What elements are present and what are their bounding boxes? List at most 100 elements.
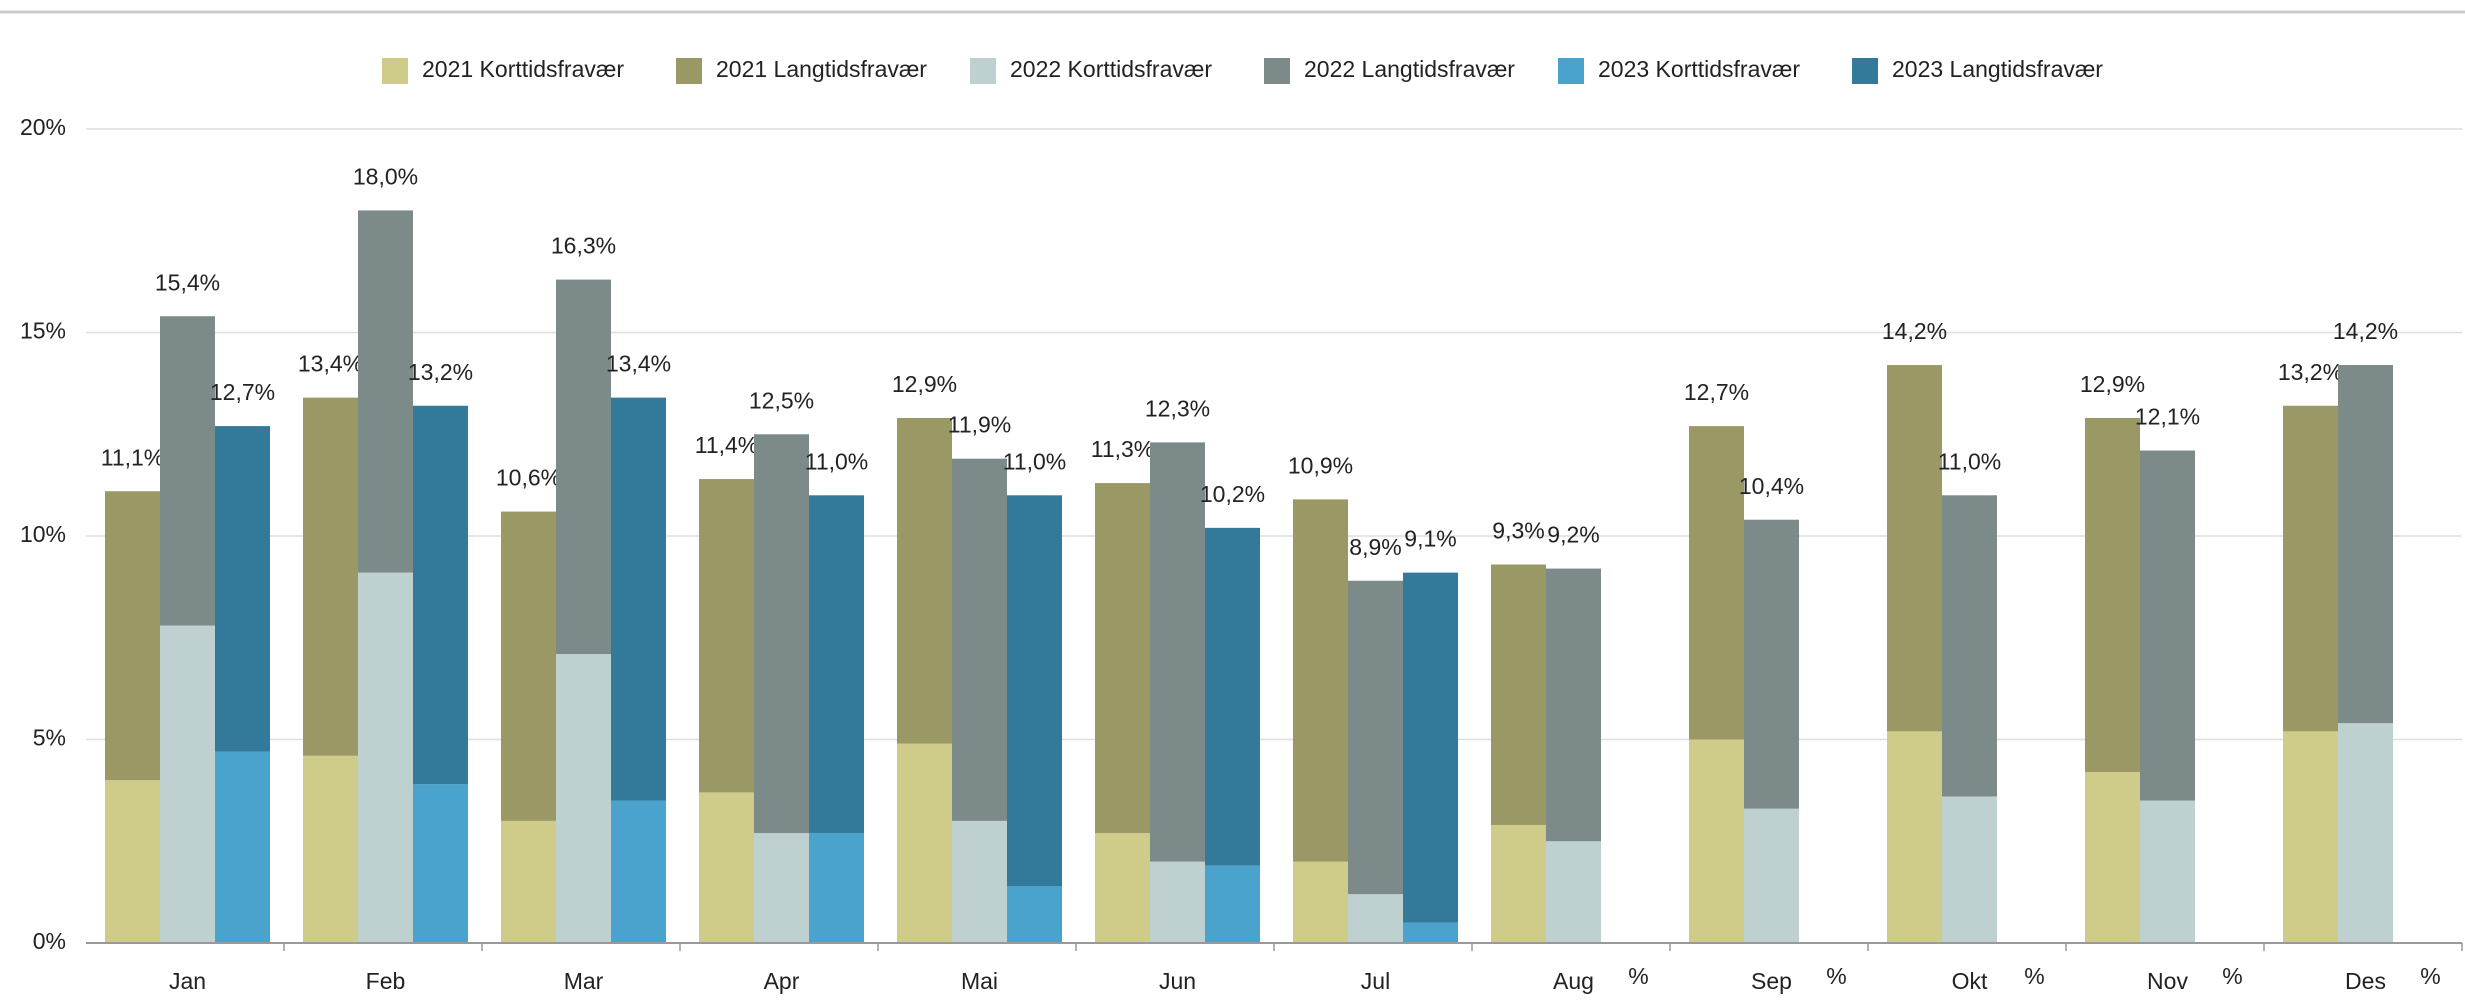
bar-segment [160,316,215,626]
y-tick-label: 20% [20,114,66,140]
total-label: 12,7% [1684,379,1749,405]
total-label: 9,1% [1404,526,1456,552]
total-label: 14,2% [1882,318,1947,344]
bar-segment [215,426,270,752]
bar-segment [897,417,952,744]
bar-segment [611,397,666,801]
legend-label: 2022 Langtidsfravær [1304,56,1515,82]
bar-segment [1491,824,1546,943]
total-label: 10,9% [1288,452,1353,478]
bar-segment [1491,564,1546,825]
total-label: 11,0% [805,448,869,474]
total-label: 10,6% [496,465,561,491]
total-label: 9,2% [1547,522,1599,548]
bar-segment [1546,841,1601,943]
bar-segment [1887,365,1942,732]
x-tick-label: Jul [1361,968,1390,994]
bar-segment [2085,417,2140,773]
total-label: 12,7% [210,379,275,405]
bar-segment [1150,442,1205,862]
bar-segment [1887,731,1942,943]
x-tick-label: Sep [1751,968,1792,994]
total-label: 10,2% [1200,481,1265,507]
x-tick-label: Mar [564,968,604,994]
bar-segment [897,743,952,943]
bar-segment [160,625,215,943]
bar-segment [1293,861,1348,943]
bar-segment [1150,861,1205,943]
bar-segment [303,397,358,756]
x-tick-label: Okt [1952,968,1988,994]
bar-segment [2085,772,2140,943]
legend-swatch [970,58,996,84]
bar-segment [2338,723,2393,943]
bar-segment [952,458,1007,821]
total-label: 13,4% [298,351,363,377]
bar-segment [1744,808,1799,943]
legend-swatch [382,58,408,84]
legend-label: 2023 Korttidsfravær [1598,56,1800,82]
bar-segment [1403,922,1458,943]
total-label: 10,4% [1739,473,1804,499]
y-tick-label: 5% [33,725,66,751]
bar-segment [1293,499,1348,862]
bar-segment [2283,405,2338,732]
bar-segment [556,279,611,655]
x-tick-label: Jun [1159,968,1196,994]
bar-segment [1689,739,1744,943]
total-label: % [2222,963,2242,989]
total-label: 12,1% [2135,404,2200,430]
total-label: 12,9% [892,371,957,397]
legend-swatch [1852,58,1878,84]
bar-segment [2140,800,2195,943]
total-label: 9,3% [1492,518,1544,544]
bar-segment [2283,731,2338,943]
bar-segment [501,511,556,821]
x-tick-label: Nov [2147,968,2188,994]
total-label: % [2024,963,2044,989]
total-label: 11,0% [1938,448,2002,474]
bar-segment [1007,886,1062,943]
legend-swatch [1264,58,1290,84]
total-label: 16,3% [551,233,616,259]
total-label: 18,0% [353,163,418,189]
y-tick-label: 15% [20,318,66,344]
bar-segment [611,800,666,943]
bar-segment [754,434,809,834]
bar-segment [413,784,468,943]
legend-swatch [1558,58,1584,84]
x-tick-label: Jan [169,968,206,994]
total-label: 13,2% [2278,359,2343,385]
total-label: % [2420,963,2440,989]
legend-label: 2023 Langtidsfravær [1892,56,2103,82]
bar-segment [1348,580,1403,895]
bar-segment [358,572,413,943]
x-tick-label: Aug [1553,968,1594,994]
x-tick-label: Des [2345,968,2386,994]
bar-segment [1205,865,1260,943]
bar-segment [556,654,611,943]
total-label: 11,4% [695,432,759,458]
total-label: 13,2% [408,359,473,385]
bar-segment [699,792,754,943]
bar-segment [215,751,270,943]
bar-segment [358,210,413,573]
bar-segment [413,405,468,785]
y-tick-label: 10% [20,521,66,547]
total-label: 11,1% [101,444,165,470]
legend-label: 2021 Korttidsfravær [422,56,624,82]
bar-segment [303,755,358,943]
bar-segment [105,780,160,943]
bar-segment [2140,450,2195,801]
bar-segment [1348,894,1403,943]
total-label: 11,0% [1003,448,1067,474]
total-label: 12,5% [749,387,814,413]
x-tick-label: Apr [764,968,800,994]
bar-segment [809,495,864,834]
bar-segment [754,833,809,943]
bar-segment [501,820,556,943]
bar-segment [1007,495,1062,887]
bar-segment [1546,568,1601,842]
total-label: 15,4% [155,269,220,295]
